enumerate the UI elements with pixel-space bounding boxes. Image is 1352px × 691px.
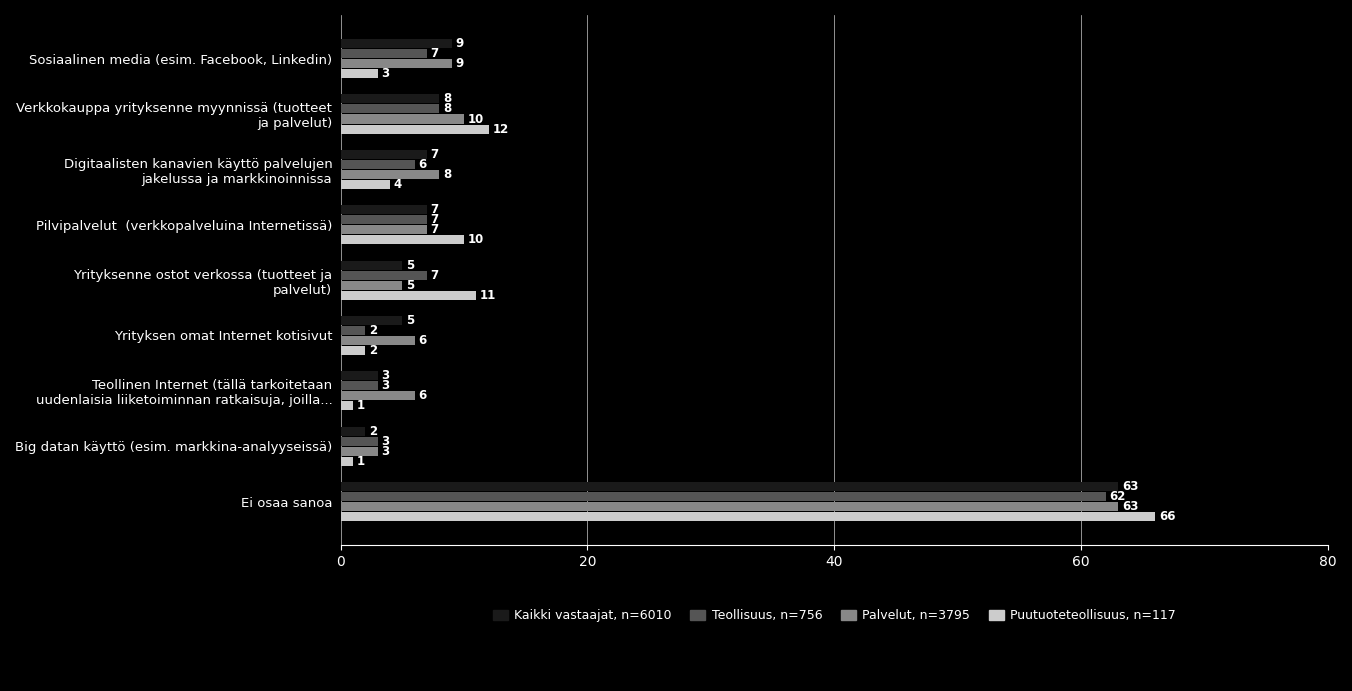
Text: 9: 9 <box>456 37 464 50</box>
Text: 63: 63 <box>1122 500 1138 513</box>
Text: 6: 6 <box>418 334 427 347</box>
Text: 62: 62 <box>1110 490 1126 503</box>
Text: 9: 9 <box>456 57 464 70</box>
Text: 7: 7 <box>431 203 439 216</box>
Text: 7: 7 <box>431 269 439 281</box>
Text: 8: 8 <box>443 168 452 181</box>
Bar <box>341 391 415 400</box>
Text: 4: 4 <box>393 178 402 191</box>
Text: 3: 3 <box>381 379 389 392</box>
Bar <box>341 215 427 224</box>
Bar <box>341 446 377 455</box>
Bar <box>341 346 365 355</box>
Text: 2: 2 <box>369 324 377 337</box>
Bar <box>341 95 439 104</box>
Text: 3: 3 <box>381 67 389 80</box>
Text: 7: 7 <box>431 148 439 161</box>
Bar <box>341 316 403 325</box>
Bar <box>341 104 439 113</box>
Bar <box>341 457 353 466</box>
Bar <box>341 160 415 169</box>
Text: 10: 10 <box>468 113 484 126</box>
Text: 7: 7 <box>431 223 439 236</box>
Bar <box>341 180 389 189</box>
Text: 3: 3 <box>381 369 389 382</box>
Text: 7: 7 <box>431 47 439 60</box>
Bar <box>341 381 377 390</box>
Bar <box>341 39 452 48</box>
Bar <box>341 115 464 124</box>
Bar <box>341 371 377 380</box>
Bar <box>341 291 476 300</box>
Bar <box>341 170 439 179</box>
Text: 5: 5 <box>406 258 414 272</box>
Bar <box>341 426 365 435</box>
Text: 5: 5 <box>406 314 414 327</box>
Bar <box>341 124 488 133</box>
Text: 10: 10 <box>468 234 484 246</box>
Bar <box>341 150 427 159</box>
Text: 3: 3 <box>381 435 389 448</box>
Bar <box>341 512 1156 521</box>
Legend: Kaikki vastaajat, n=6010, Teollisuus, n=756, Palvelut, n=3795, Puutuoteteollisuu: Kaikki vastaajat, n=6010, Teollisuus, n=… <box>488 605 1180 627</box>
Bar <box>341 271 427 280</box>
Text: 2: 2 <box>369 425 377 437</box>
Text: 12: 12 <box>492 122 508 135</box>
Text: 7: 7 <box>431 214 439 226</box>
Bar <box>341 401 353 410</box>
Bar <box>341 69 377 78</box>
Text: 3: 3 <box>381 445 389 457</box>
Bar <box>341 261 403 269</box>
Text: 8: 8 <box>443 93 452 106</box>
Text: 8: 8 <box>443 102 452 115</box>
Bar <box>341 235 464 244</box>
Text: 66: 66 <box>1159 510 1175 523</box>
Bar <box>341 326 365 335</box>
Bar <box>341 59 452 68</box>
Text: 1: 1 <box>357 399 365 413</box>
Bar <box>341 492 1106 501</box>
Bar <box>341 437 377 446</box>
Bar <box>341 205 427 214</box>
Text: 5: 5 <box>406 278 414 292</box>
Text: 6: 6 <box>418 158 427 171</box>
Text: 1: 1 <box>357 455 365 468</box>
Text: 6: 6 <box>418 389 427 402</box>
Bar <box>341 336 415 345</box>
Bar <box>341 281 403 290</box>
Bar <box>341 482 1118 491</box>
Bar <box>341 502 1118 511</box>
Text: 63: 63 <box>1122 480 1138 493</box>
Text: 2: 2 <box>369 344 377 357</box>
Text: 11: 11 <box>480 289 496 301</box>
Bar <box>341 225 427 234</box>
Bar <box>341 49 427 58</box>
